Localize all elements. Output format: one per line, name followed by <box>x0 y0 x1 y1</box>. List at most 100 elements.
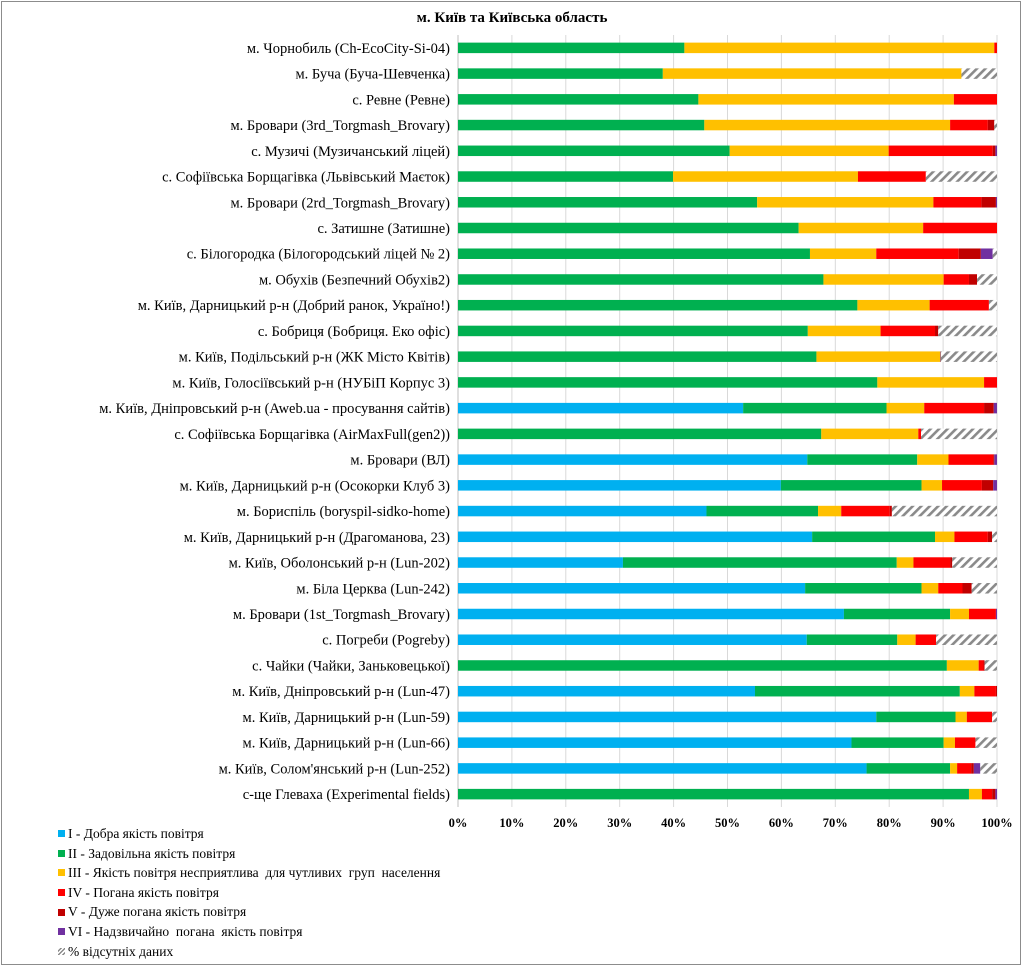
color-swatch-icon <box>58 869 65 877</box>
bar-segment-series-1 <box>458 454 808 465</box>
color-swatch-icon <box>58 849 65 857</box>
gridlines <box>457 35 998 807</box>
bar-segment-series-4 <box>913 557 951 568</box>
legend-label: V - Дуже погана якість повітря <box>68 904 247 920</box>
category-label: м. Обухів (Безпечний Обухів2) <box>259 272 450 288</box>
bar-segment-series-3 <box>950 763 958 774</box>
bar-segment-series-4 <box>933 197 982 208</box>
category-label: м. Київ, Дарницький р-н (Добрий ранок, У… <box>138 298 450 314</box>
legend-item: III - Якість повітря несприятлива для чу… <box>58 863 440 883</box>
bar-segment-series-5 <box>984 402 994 414</box>
bar-segment-series-2 <box>458 42 685 54</box>
bar-segment-series-7 <box>992 711 997 723</box>
bar-segment-series-3 <box>917 454 949 465</box>
bar-segment-series-3 <box>807 325 881 337</box>
category-label: с. Білогородка (Білогородський ліцей № 2… <box>187 247 450 263</box>
category-label: с. Софіївська Борщагівка (Львівський Має… <box>162 170 450 186</box>
bar-segment-series-6 <box>993 480 997 491</box>
bar-segment-series-3 <box>935 531 955 543</box>
bar-segment-series-5 <box>950 557 953 568</box>
x-tick-label: 50% <box>715 816 740 830</box>
bar-segment-series-1 <box>458 608 844 620</box>
bar-segment-series-3 <box>757 197 934 208</box>
bar-segment-series-4 <box>938 583 963 594</box>
bar-segment-series-7 <box>940 351 997 362</box>
bar-segment-series-3 <box>943 737 955 748</box>
bar-segment-series-1 <box>458 711 877 723</box>
legend-item: V - Дуже погана якість повітря <box>58 902 440 922</box>
bar-segment-series-5 <box>958 248 981 259</box>
bar-segment-series-7 <box>992 248 997 259</box>
bar-segment-series-4 <box>957 763 972 774</box>
category-label: м. Київ, Дніпровський р-н (Lun-47) <box>232 684 450 700</box>
bar-segment-series-7 <box>961 68 997 79</box>
category-label: м. Київ, Голосіївський р-н (НУБіП Корпус… <box>172 375 450 391</box>
bar-segment-series-1 <box>458 402 744 414</box>
bar-segment-series-7 <box>975 737 997 748</box>
bar-segment-series-2 <box>780 480 922 491</box>
category-label: м. Буча (Буча-Шевченка) <box>295 67 450 83</box>
bar-segment-series-6 <box>995 608 997 620</box>
bar-segment-series-5 <box>992 145 996 157</box>
category-label: м. Біла Церква (Lun-242) <box>296 581 450 597</box>
bar-segment-series-3 <box>698 94 954 105</box>
category-label: с. Ревне (Ревне) <box>352 92 450 108</box>
category-label: м. Київ, Дніпровський р-н (Aweb.ua - про… <box>99 401 450 417</box>
category-label: м. Київ, Подільський р-н (ЖК Місто Квіті… <box>179 350 450 366</box>
legend-item: I - Добра якість повітря <box>58 824 440 844</box>
x-tick-label: 20% <box>553 816 578 830</box>
bar-segment-series-5 <box>992 788 996 800</box>
bar-segment-series-4 <box>857 171 926 182</box>
bar-segment-series-1 <box>458 505 707 517</box>
category-label: с. Софіївська Борщагівка (AirMaxFull(gen… <box>174 427 450 443</box>
category-label: м. Київ, Оболонський р-н (Lun-202) <box>229 556 451 572</box>
bar-segment-series-6 <box>940 351 942 362</box>
bar-segment-series-7 <box>980 763 997 774</box>
bar-segment-series-6 <box>980 248 993 259</box>
bar-segment-series-4 <box>953 94 997 105</box>
bar-segment-series-3 <box>921 583 939 594</box>
bar-segment-series-5 <box>987 119 995 131</box>
bar-segment-series-5 <box>993 454 995 465</box>
bar-segment-series-5 <box>968 274 978 285</box>
color-swatch-icon <box>58 889 65 897</box>
bar-segment-series-2 <box>851 737 944 748</box>
category-label: м. Бровари (2rd_Torgmash_Brovary) <box>231 195 451 211</box>
bar-segment-series-3 <box>896 557 914 568</box>
bar-segment-series-2 <box>458 660 947 671</box>
bar-segment-series-2 <box>843 608 951 620</box>
category-label: м. Бориспіль (boryspil-sidko-home) <box>237 504 450 520</box>
category-label: м. Бровари (ВЛ) <box>350 453 450 469</box>
bar-segment-series-1 <box>458 557 623 568</box>
bar-segment-series-4 <box>984 377 997 388</box>
bar-segment-series-3 <box>821 428 919 440</box>
bar-segment-series-2 <box>458 299 858 311</box>
legend-label: IV - Погана якість повітря <box>68 884 219 900</box>
x-tick-label: 90% <box>931 816 956 830</box>
bar-segment-series-3 <box>857 299 930 311</box>
legend-label: II - Задовільна якість повітря <box>68 845 236 861</box>
category-label: м. Бровари (3rd_Torgmash_Brovary) <box>231 118 451 134</box>
bar-segment-series-4 <box>954 531 988 543</box>
category-label: с. Погреби (Pogreby) <box>322 633 450 649</box>
chart-title: м. Київ та Київська область <box>416 10 608 26</box>
legend-item: II - Задовільна якість повітря <box>58 844 440 864</box>
bar-segment-series-2 <box>458 248 810 259</box>
bar-segment-series-7 <box>992 531 997 543</box>
bar-segment-series-3 <box>673 171 858 182</box>
x-tick-label: 80% <box>877 816 902 830</box>
bar-segment-series-3 <box>955 711 967 723</box>
bar-segment-series-7 <box>938 325 997 337</box>
legend-item: VI - Надзвичайно погана якість повітря <box>58 922 440 942</box>
bar-segment-series-3 <box>729 145 889 157</box>
bar-segment-series-2 <box>743 402 887 414</box>
category-label: м. Київ, Дарницький р-н (Драгоманова, 23… <box>184 530 450 546</box>
category-labels: м. Чорнобиль (Ch-EcoCity-Si-04) м. Буча (… <box>99 41 450 803</box>
bar-segment-series-1 <box>458 531 813 543</box>
bar-segment-series-2 <box>458 94 699 105</box>
bar-segment-series-3 <box>921 480 943 491</box>
bar-segment-series-1 <box>458 480 781 491</box>
bar-segment-series-4 <box>876 248 959 259</box>
bar-segment-series-1 <box>458 634 807 645</box>
